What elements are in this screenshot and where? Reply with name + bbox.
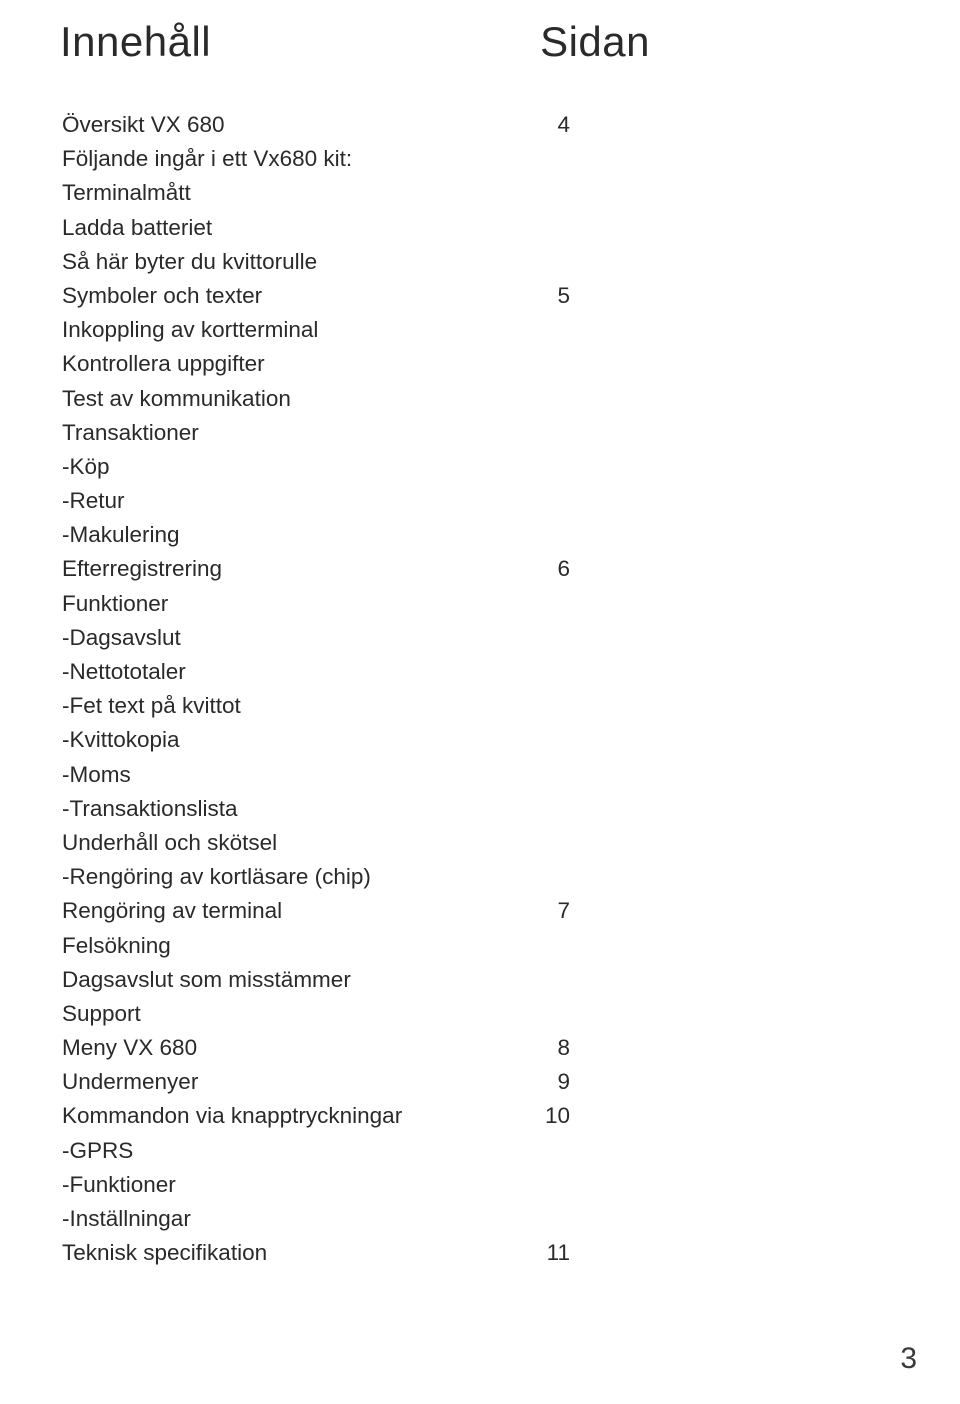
toc-label: -Transaktionslista	[62, 792, 237, 826]
toc-item: -Dagsavslut	[62, 621, 880, 655]
toc-list: Översikt VX 680 4 Följande ingår i ett Vx…	[60, 108, 880, 1270]
toc-label: -Dagsavslut	[62, 621, 181, 655]
toc-item: -Makulering	[62, 518, 880, 552]
toc-item: Översikt VX 680 4	[62, 108, 880, 142]
toc-page: 9	[557, 1065, 570, 1099]
toc-label: Efterregistrering	[62, 552, 222, 586]
toc-page: 10	[545, 1099, 570, 1133]
toc-label: -GPRS	[62, 1134, 133, 1168]
toc-item: Så här byter du kvittorulle	[62, 245, 880, 279]
toc-item: Test av kommunikation	[62, 382, 880, 416]
toc-item: Efterregistrering 6	[62, 552, 880, 586]
toc-item: -Fet text på kvittot	[62, 689, 880, 723]
toc-item: -GPRS	[62, 1134, 880, 1168]
toc-item: -Retur	[62, 484, 880, 518]
toc-item: Symboler och texter 5	[62, 279, 880, 313]
page-number: 3	[900, 1342, 918, 1376]
toc-label: Dagsavslut som misstämmer	[62, 963, 351, 997]
toc-label: -Nettototaler	[62, 655, 186, 689]
toc-item: Dagsavslut som misstämmer	[62, 963, 880, 997]
toc-item: Underhåll och skötsel	[62, 826, 880, 860]
toc-label: -Makulering	[62, 518, 180, 552]
toc-label: Rengöring av terminal	[62, 894, 282, 928]
toc-label: -Retur	[62, 484, 125, 518]
toc-item: Support	[62, 997, 880, 1031]
toc-label: Funktioner	[62, 587, 168, 621]
toc-item: Felsökning	[62, 929, 880, 963]
toc-item: Följande ingår i ett Vx680 kit:	[62, 142, 880, 176]
toc-label: -Kvittokopia	[62, 723, 180, 757]
toc-item: Kommandon via knapptryckningar 10	[62, 1099, 880, 1133]
toc-label: -Funktioner	[62, 1168, 176, 1202]
toc-label: Så här byter du kvittorulle	[62, 245, 317, 279]
toc-label: -Köp	[62, 450, 110, 484]
toc-item: -Funktioner	[62, 1168, 880, 1202]
toc-item: Inkoppling av kortterminal	[62, 313, 880, 347]
toc-page: 8	[557, 1031, 570, 1065]
toc-label: Meny VX 680	[62, 1031, 197, 1065]
toc-item: -Kvittokopia	[62, 723, 880, 757]
toc-item: -Nettototaler	[62, 655, 880, 689]
toc-label: Transaktioner	[62, 416, 199, 450]
toc-page: 4	[557, 108, 570, 142]
toc-label: Symboler och texter	[62, 279, 262, 313]
toc-label: -Fet text på kvittot	[62, 689, 241, 723]
toc-header: Innehåll Sidan	[60, 18, 880, 66]
toc-page: 5	[557, 279, 570, 313]
toc-item: -Moms	[62, 758, 880, 792]
toc-item: Rengöring av terminal 7	[62, 894, 880, 928]
toc-item: -Transaktionslista	[62, 792, 880, 826]
toc-label: -Inställningar	[62, 1202, 191, 1236]
toc-item: -Köp	[62, 450, 880, 484]
toc-label: Kontrollera uppgifter	[62, 347, 265, 381]
toc-label: Inkoppling av kortterminal	[62, 313, 318, 347]
toc-label: Kommandon via knapptryckningar	[62, 1099, 402, 1133]
toc-item: Teknisk specifikation 11	[62, 1236, 880, 1270]
toc-item: Kontrollera uppgifter	[62, 347, 880, 381]
toc-item: Ladda batteriet	[62, 211, 880, 245]
header-right: Sidan	[540, 18, 650, 66]
toc-label: Översikt VX 680	[62, 108, 225, 142]
toc-item: Transaktioner	[62, 416, 880, 450]
toc-item: Meny VX 680 8	[62, 1031, 880, 1065]
toc-label: Terminalmått	[62, 176, 191, 210]
toc-label: -Moms	[62, 758, 131, 792]
toc-item: -Inställningar	[62, 1202, 880, 1236]
toc-item: Funktioner	[62, 587, 880, 621]
toc-item: -Rengöring av kortläsare (chip)	[62, 860, 880, 894]
toc-label: Ladda batteriet	[62, 211, 212, 245]
toc-label: Underhåll och skötsel	[62, 826, 277, 860]
toc-label: Undermenyer	[62, 1065, 198, 1099]
toc-page: 11	[547, 1236, 570, 1270]
toc-label: -Rengöring av kortläsare (chip)	[62, 860, 371, 894]
header-left: Innehåll	[60, 18, 211, 66]
toc-label: Support	[62, 997, 141, 1031]
toc-page: 6	[557, 552, 570, 586]
toc-label: Teknisk specifikation	[62, 1236, 267, 1270]
toc-item: Terminalmått	[62, 176, 880, 210]
toc-page: 7	[557, 894, 570, 928]
toc-label: Felsökning	[62, 929, 171, 963]
toc-label: Test av kommunikation	[62, 382, 291, 416]
toc-item: Undermenyer 9	[62, 1065, 880, 1099]
toc-label: Följande ingår i ett Vx680 kit:	[62, 142, 352, 176]
